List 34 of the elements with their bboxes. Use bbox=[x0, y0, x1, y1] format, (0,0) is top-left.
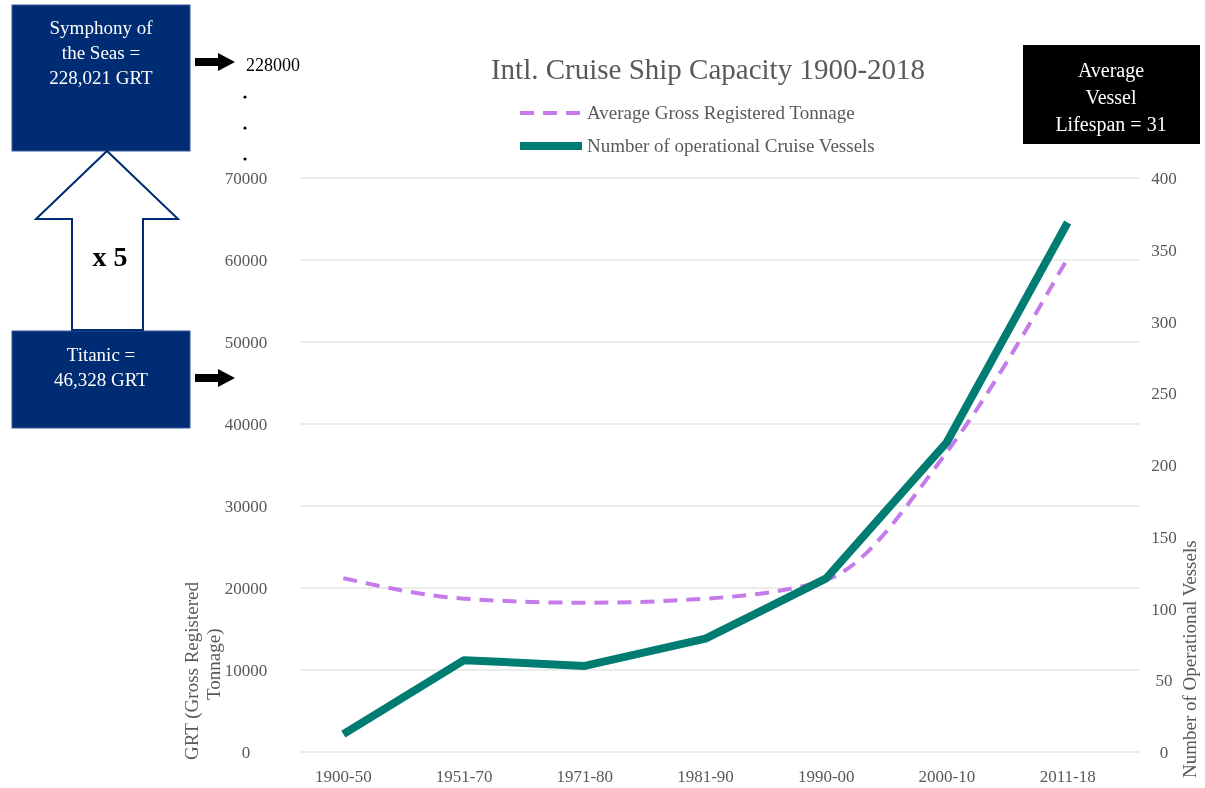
text: Titanic = 46,328 GRT bbox=[54, 344, 149, 390]
y2-tick-label: 50 bbox=[1155, 671, 1173, 691]
y2-tick-label: 100 bbox=[1151, 599, 1177, 619]
y2-tick-label: 350 bbox=[1151, 240, 1177, 260]
y-tick-label: 0 bbox=[241, 743, 251, 762]
y-tick-label: 10000 bbox=[224, 661, 268, 680]
y-tick-label: 20000 bbox=[224, 579, 268, 598]
x-tick-label: 1900-50 bbox=[315, 767, 372, 786]
y2-tick-label: 200 bbox=[1151, 456, 1177, 475]
text: Symphony of the Seas = 228,021 GRT bbox=[49, 17, 154, 88]
y2-tick-label: 300 bbox=[1151, 312, 1177, 332]
y2-tick-label: 250 bbox=[1151, 384, 1177, 404]
legend-label: Number of operational Cruise Vessels bbox=[587, 135, 875, 156]
y-tick-label: 60000 bbox=[224, 251, 268, 270]
x-tick-label: 2011-18 bbox=[1039, 767, 1096, 786]
y-tick-label: 40000 bbox=[224, 415, 268, 434]
x-tick-label: 2000-10 bbox=[918, 767, 976, 786]
x-tick-label: 1951-70 bbox=[435, 767, 493, 786]
text: 228000 bbox=[246, 55, 300, 75]
y2-axis-title: Number of Operational Vessels bbox=[1179, 540, 1200, 778]
chart-title: Intl. Cruise Ship Capacity 1900-2018 bbox=[490, 53, 926, 85]
y2-tick-label: 400 bbox=[1151, 169, 1177, 188]
y2-tick-label: 0 bbox=[1159, 743, 1169, 762]
text: Average Vessel Lifespan = 31 bbox=[1055, 59, 1167, 136]
y-tick-label: 30000 bbox=[224, 497, 268, 516]
y2-tick-label: 150 bbox=[1151, 527, 1177, 547]
x-tick-label: 1971-80 bbox=[556, 767, 614, 786]
y-tick-label: 50000 bbox=[224, 333, 268, 352]
x-tick-label: 1981-90 bbox=[677, 767, 734, 786]
y-tick-label: 70000 bbox=[224, 169, 268, 188]
x-tick-label: 1990-00 bbox=[797, 767, 855, 786]
y-axis-title: GRT (Gross Registered Tonnage) bbox=[181, 581, 225, 760]
legend-label: Average Gross Registered Tonnage bbox=[587, 102, 855, 123]
text: x 5 bbox=[92, 241, 128, 272]
